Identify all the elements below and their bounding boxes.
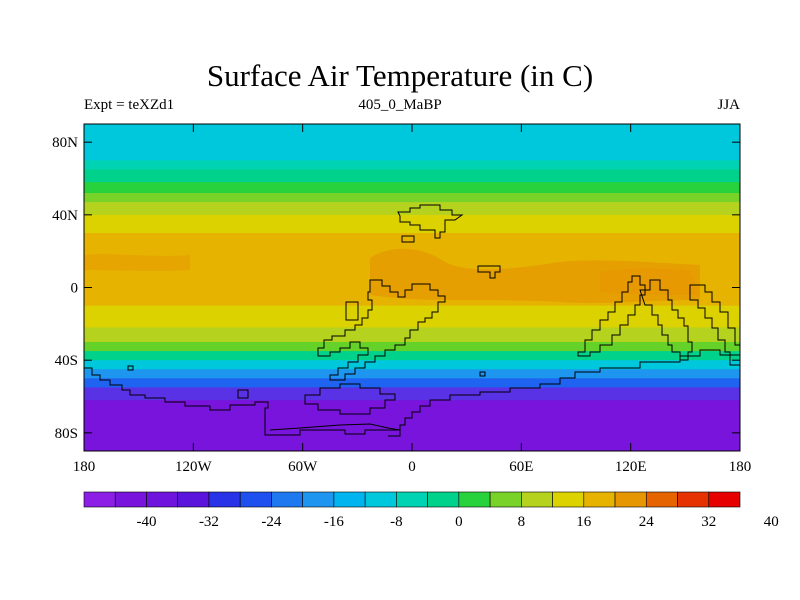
colorbar-label: 24 <box>639 514 655 530</box>
lon-tick-label: 60W <box>288 459 318 475</box>
colorbar-swatch <box>83 491 116 508</box>
colorbar-swatch <box>177 491 210 508</box>
lon-tick-label: 120E <box>615 459 647 475</box>
temperature-band <box>84 360 740 370</box>
colorbar-label: -16 <box>324 514 344 530</box>
coastline-small-island-2 <box>477 265 501 279</box>
colorbar-label: 32 <box>701 514 716 530</box>
map-title: Surface Air Temperature (in C) <box>206 58 594 93</box>
temperature-band <box>84 305 740 328</box>
lon-tick-label: 180 <box>73 459 96 475</box>
lon-tick-label: 60E <box>509 459 533 475</box>
colorbar-swatch <box>552 491 585 508</box>
colorbar-label: -8 <box>390 514 403 530</box>
lat-tick-label: 80S <box>55 426 78 442</box>
temperature-band <box>84 387 740 401</box>
temperature-band <box>84 369 740 379</box>
coastline-south-interior <box>304 383 396 415</box>
colorbar-swatch <box>271 491 303 508</box>
temperature-band <box>84 400 740 452</box>
coastline-gondwana-east-3 <box>689 284 741 366</box>
colorbar-label: -40 <box>136 514 156 530</box>
lon-tick-label: 180 <box>729 459 752 475</box>
season-label: JJA <box>717 97 740 113</box>
lon-tick-label: 0 <box>408 459 416 475</box>
colorbar-swatch <box>708 491 741 508</box>
lat-tick-label: 40N <box>52 208 78 224</box>
temperature-band <box>84 169 740 183</box>
temperature-band <box>84 351 740 361</box>
latitude-axis: 80N 40N 0 40S 80S <box>52 135 740 442</box>
lat-tick-label: 80N <box>52 135 78 151</box>
coastline-gondwana-west <box>317 279 446 381</box>
warm-patch-west <box>84 254 190 271</box>
colorbar-label: -24 <box>261 514 281 530</box>
longitude-axis: 180 120W 60W 0 60E 120E 180 <box>73 124 752 475</box>
colorbar-swatch <box>489 491 522 508</box>
coastline-south-lower <box>269 423 401 437</box>
coastline-southern-continent <box>84 349 740 436</box>
colorbar-swatch <box>333 491 366 508</box>
colorbar-label: 16 <box>576 514 592 530</box>
temperature-band <box>84 214 740 234</box>
coastline-south-island <box>237 389 249 399</box>
colorbar-swatch <box>239 491 272 508</box>
colorbar-label: -32 <box>199 514 219 530</box>
coastline-island-tiny-1 <box>479 371 486 377</box>
colorbar-swatch <box>521 491 553 508</box>
temperature-band <box>84 182 740 194</box>
colorbar-swatch <box>427 491 460 508</box>
coastline-island-west <box>345 301 359 321</box>
temperature-band <box>84 202 740 216</box>
colorbar-swatch <box>614 491 647 508</box>
temperature-band <box>84 378 740 388</box>
coastline-island-tiny-2 <box>127 365 134 371</box>
temperature-band <box>84 160 740 170</box>
colorbar-swatch <box>208 491 241 508</box>
coastline-gondwana-east-2 <box>639 279 693 361</box>
temperature-band <box>84 327 740 343</box>
coastline-small-island-1 <box>401 235 415 243</box>
experiment-label: Expt = teXZd1 <box>84 97 175 113</box>
colorbar-swatch <box>364 491 397 508</box>
lat-tick-label: 40S <box>55 353 78 369</box>
lat-tick-label: 0 <box>71 281 79 297</box>
colorbar-label: 8 <box>518 514 526 530</box>
colorbar-swatch <box>458 491 491 508</box>
colorbar-label: 0 <box>455 514 463 530</box>
colorbar-swatch <box>396 491 428 508</box>
colorbar-label: 40 <box>764 514 779 530</box>
temperature-band <box>84 342 740 352</box>
colorbar-swatch <box>583 491 616 508</box>
period-label: 405_0_MaBP <box>358 97 442 113</box>
colorbar-swatch <box>146 491 179 508</box>
colorbar-swatch <box>645 491 678 508</box>
colorbar-swatch <box>302 491 335 508</box>
coastline-gondwana-east <box>577 275 646 357</box>
coastline-north-continent <box>397 204 464 239</box>
colorbar-swatch <box>677 491 710 508</box>
colorbar-swatch <box>114 491 147 508</box>
temperature-band <box>84 193 740 203</box>
colorbar: -40 -32 -24 -16 -8 0 8 16 24 32 40 <box>83 491 779 530</box>
coastlines <box>84 204 741 437</box>
lon-tick-label: 120W <box>175 459 213 475</box>
